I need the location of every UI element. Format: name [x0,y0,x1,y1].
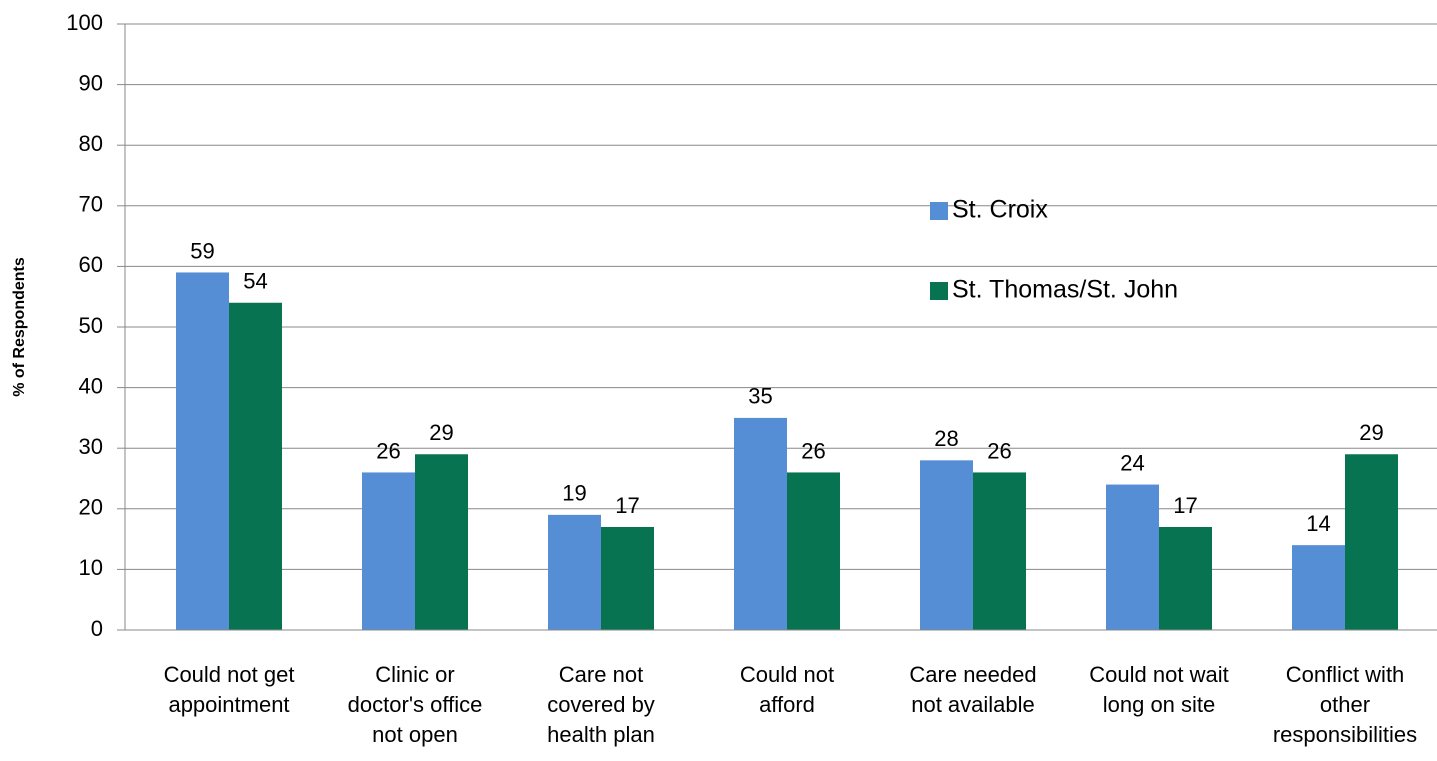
bar [920,460,973,630]
x-tick-label: Care needed not available [909,662,1036,717]
y-tick-label: 60 [79,252,103,277]
y-tick-label: 50 [79,313,103,338]
x-tick-label: Care not covered by health plan [547,662,655,747]
bar [548,514,601,630]
legend-swatch [930,282,948,300]
data-label: 59 [190,238,214,263]
bar [1345,454,1398,630]
y-tick-label: 100 [66,10,103,35]
y-tick-label: 20 [79,495,103,520]
data-label: 19 [562,481,586,506]
bar [229,302,282,630]
x-tick-label: Conflict with other responsibilities [1273,662,1417,747]
x-tick-label: Could not afford [740,662,834,717]
data-label: 17 [1173,493,1197,518]
y-axis-title: % of Respondents [11,257,28,397]
y-tick-label: 70 [79,192,103,217]
bar [1106,484,1159,630]
data-label: 54 [243,269,267,294]
y-tick-label: 90 [79,70,103,95]
x-tick-label: Could not get appointment [164,662,295,717]
data-label: 29 [1359,420,1383,445]
bar [1159,526,1212,630]
data-label: 26 [987,438,1011,463]
data-label: 24 [1120,450,1144,475]
bar [415,454,468,630]
x-tick-label: Clinic or doctor's office not open [348,662,483,747]
bar [973,472,1026,630]
bar [601,526,654,630]
bar [787,472,840,630]
y-tick-label: 30 [79,434,103,459]
legend-label: St. Thomas/St. John [952,276,1178,304]
y-tick-label: 40 [79,373,103,398]
legend-swatch [930,202,948,220]
bar [1292,545,1345,630]
legend-label: St. Croix [952,196,1048,224]
data-label: 29 [429,420,453,445]
x-tick-label: Could not wait long on site [1089,662,1228,717]
data-label: 28 [934,426,958,451]
data-label: 17 [615,493,639,518]
bar [176,272,229,630]
y-tick-label: 10 [79,555,103,580]
bar [362,472,415,630]
data-label: 35 [748,384,772,409]
data-label: 26 [376,438,400,463]
y-tick-label: 80 [79,131,103,156]
data-label: 26 [801,438,825,463]
data-label: 14 [1306,511,1330,536]
bar [734,417,787,630]
y-tick-label: 0 [91,616,103,641]
